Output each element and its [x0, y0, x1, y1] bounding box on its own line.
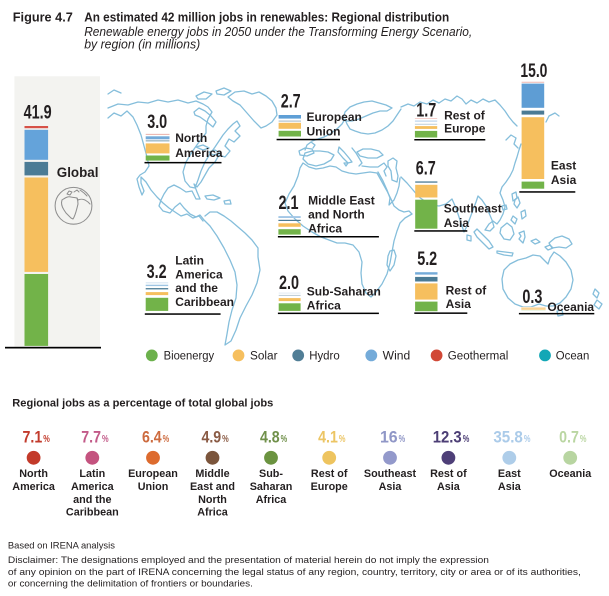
svg-text:%: %: [163, 434, 170, 445]
svg-text:Caribbean: Caribbean: [66, 507, 119, 519]
svg-text:Geothermal: Geothermal: [448, 351, 509, 363]
svg-text:Renewable energy jobs in 2050: Renewable energy jobs in 2050 under the …: [84, 25, 472, 39]
svg-text:Africa: Africa: [307, 298, 341, 312]
svg-text:Europe: Europe: [311, 481, 348, 493]
svg-text:Caribbean: Caribbean: [175, 295, 234, 309]
svg-text:North: North: [198, 494, 227, 506]
svg-text:2.1: 2.1: [279, 193, 299, 214]
svg-text:Southeast: Southeast: [444, 201, 502, 215]
svg-text:1.7: 1.7: [416, 101, 436, 122]
svg-text:East: East: [498, 468, 521, 480]
svg-text:Rest of: Rest of: [446, 283, 488, 297]
svg-text:and the: and the: [175, 281, 218, 295]
svg-text:European: European: [128, 468, 178, 480]
svg-text:4.8: 4.8: [260, 429, 280, 447]
svg-text:2.7: 2.7: [281, 92, 301, 113]
svg-text:Saharan: Saharan: [250, 481, 293, 493]
svg-text:Union: Union: [307, 125, 341, 139]
svg-text:Wind: Wind: [383, 351, 411, 363]
svg-text:Asia: Asia: [498, 481, 522, 493]
svg-text:Bioenergy: Bioenergy: [164, 351, 215, 363]
svg-text:Hydro: Hydro: [309, 351, 340, 363]
svg-text:Asia: Asia: [444, 216, 470, 230]
svg-text:%: %: [222, 434, 229, 445]
svg-text:%: %: [524, 434, 531, 445]
svg-text:Asia: Asia: [551, 173, 577, 187]
svg-text:0.7: 0.7: [559, 429, 579, 447]
svg-text:6.4: 6.4: [142, 429, 162, 447]
svg-text:Sub-Saharan: Sub-Saharan: [307, 285, 381, 299]
svg-text:of any opinion on the part of: of any opinion on the part of IRENA conc…: [8, 567, 581, 578]
svg-text:and North: and North: [308, 208, 365, 222]
svg-text:Union: Union: [138, 481, 169, 493]
svg-text:Regional jobs as a percentage: Regional jobs as a percentage of total g…: [12, 398, 273, 410]
svg-text:Figure 4.7: Figure 4.7: [13, 9, 73, 24]
svg-text:41.9: 41.9: [24, 103, 52, 124]
svg-text:Rest of: Rest of: [311, 468, 348, 480]
svg-text:East: East: [551, 159, 576, 173]
svg-text:Middle East: Middle East: [308, 194, 375, 208]
svg-text:Asia: Asia: [379, 481, 403, 493]
svg-text:An estimated 42 million jobs i: An estimated 42 million jobs in renewabl…: [84, 9, 449, 24]
svg-text:7.7: 7.7: [81, 429, 101, 447]
svg-text:Europe: Europe: [444, 122, 486, 136]
svg-text:America: America: [71, 481, 115, 493]
svg-text:or concerning the delimitation: or concerning the delimitation of fronti…: [8, 578, 253, 589]
svg-text:by region (in millions): by region (in millions): [84, 37, 200, 51]
svg-text:and the: and the: [73, 494, 111, 506]
svg-text:Oceania: Oceania: [547, 300, 594, 314]
svg-text:Africa: Africa: [256, 494, 288, 506]
svg-text:Disclaimer: The designations e: Disclaimer: The designations employed an…: [8, 555, 489, 566]
svg-text:5.2: 5.2: [417, 249, 437, 270]
svg-text:%: %: [281, 434, 288, 445]
svg-text:3.0: 3.0: [147, 112, 167, 133]
svg-text:East and: East and: [190, 481, 235, 493]
svg-text:Sub-: Sub-: [259, 468, 283, 480]
svg-text:12.3: 12.3: [433, 429, 462, 447]
svg-text:Oceania: Oceania: [549, 468, 592, 480]
svg-text:%: %: [463, 434, 470, 445]
svg-text:North: North: [175, 131, 207, 145]
svg-text:0.3: 0.3: [522, 287, 542, 308]
svg-text:European: European: [307, 110, 362, 124]
svg-text:Latin: Latin: [175, 253, 204, 267]
svg-text:America: America: [175, 267, 223, 281]
svg-text:Middle: Middle: [195, 468, 229, 480]
svg-text:Rest of: Rest of: [430, 468, 467, 480]
svg-text:%: %: [580, 434, 587, 445]
svg-text:35.8: 35.8: [493, 429, 522, 447]
svg-text:2.0: 2.0: [279, 273, 299, 294]
svg-text:%: %: [399, 434, 406, 445]
svg-text:Global: Global: [57, 165, 99, 180]
svg-text:4.1: 4.1: [318, 429, 338, 447]
svg-text:North: North: [19, 468, 48, 480]
svg-text:16: 16: [380, 429, 398, 447]
svg-text:America: America: [175, 146, 223, 160]
svg-text:Asia: Asia: [437, 481, 461, 493]
svg-text:Based on IRENA analysis: Based on IRENA analysis: [8, 541, 115, 552]
svg-text:Rest of: Rest of: [444, 108, 486, 122]
svg-text:Latin: Latin: [79, 468, 105, 480]
svg-text:4.9: 4.9: [201, 429, 221, 447]
svg-text:7.1: 7.1: [23, 429, 43, 447]
svg-text:%: %: [339, 434, 346, 445]
svg-text:America: America: [12, 481, 56, 493]
svg-text:15.0: 15.0: [520, 61, 547, 82]
svg-text:%: %: [102, 434, 109, 445]
svg-text:Africa: Africa: [197, 507, 229, 519]
svg-text:Asia: Asia: [446, 297, 472, 311]
svg-text:Ocean: Ocean: [556, 351, 590, 363]
svg-text:3.2: 3.2: [147, 262, 167, 283]
svg-text:6.7: 6.7: [416, 159, 436, 180]
svg-text:Southeast: Southeast: [364, 468, 417, 480]
svg-text:Africa: Africa: [308, 221, 342, 235]
svg-text:Solar: Solar: [250, 351, 278, 363]
svg-text:%: %: [43, 434, 50, 445]
